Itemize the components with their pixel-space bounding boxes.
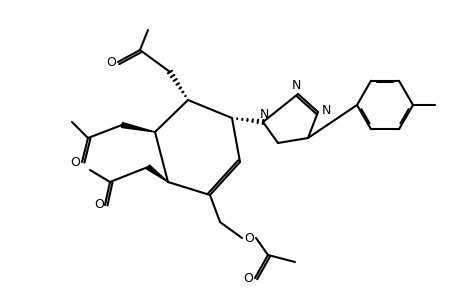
Text: N: N bbox=[321, 103, 330, 116]
Polygon shape bbox=[121, 123, 155, 132]
Text: O: O bbox=[70, 155, 80, 169]
Text: O: O bbox=[94, 199, 104, 212]
Text: N: N bbox=[291, 79, 300, 92]
Text: O: O bbox=[244, 232, 253, 244]
Polygon shape bbox=[146, 165, 168, 182]
Text: O: O bbox=[242, 272, 252, 284]
Text: N: N bbox=[259, 107, 268, 121]
Text: O: O bbox=[106, 56, 116, 68]
